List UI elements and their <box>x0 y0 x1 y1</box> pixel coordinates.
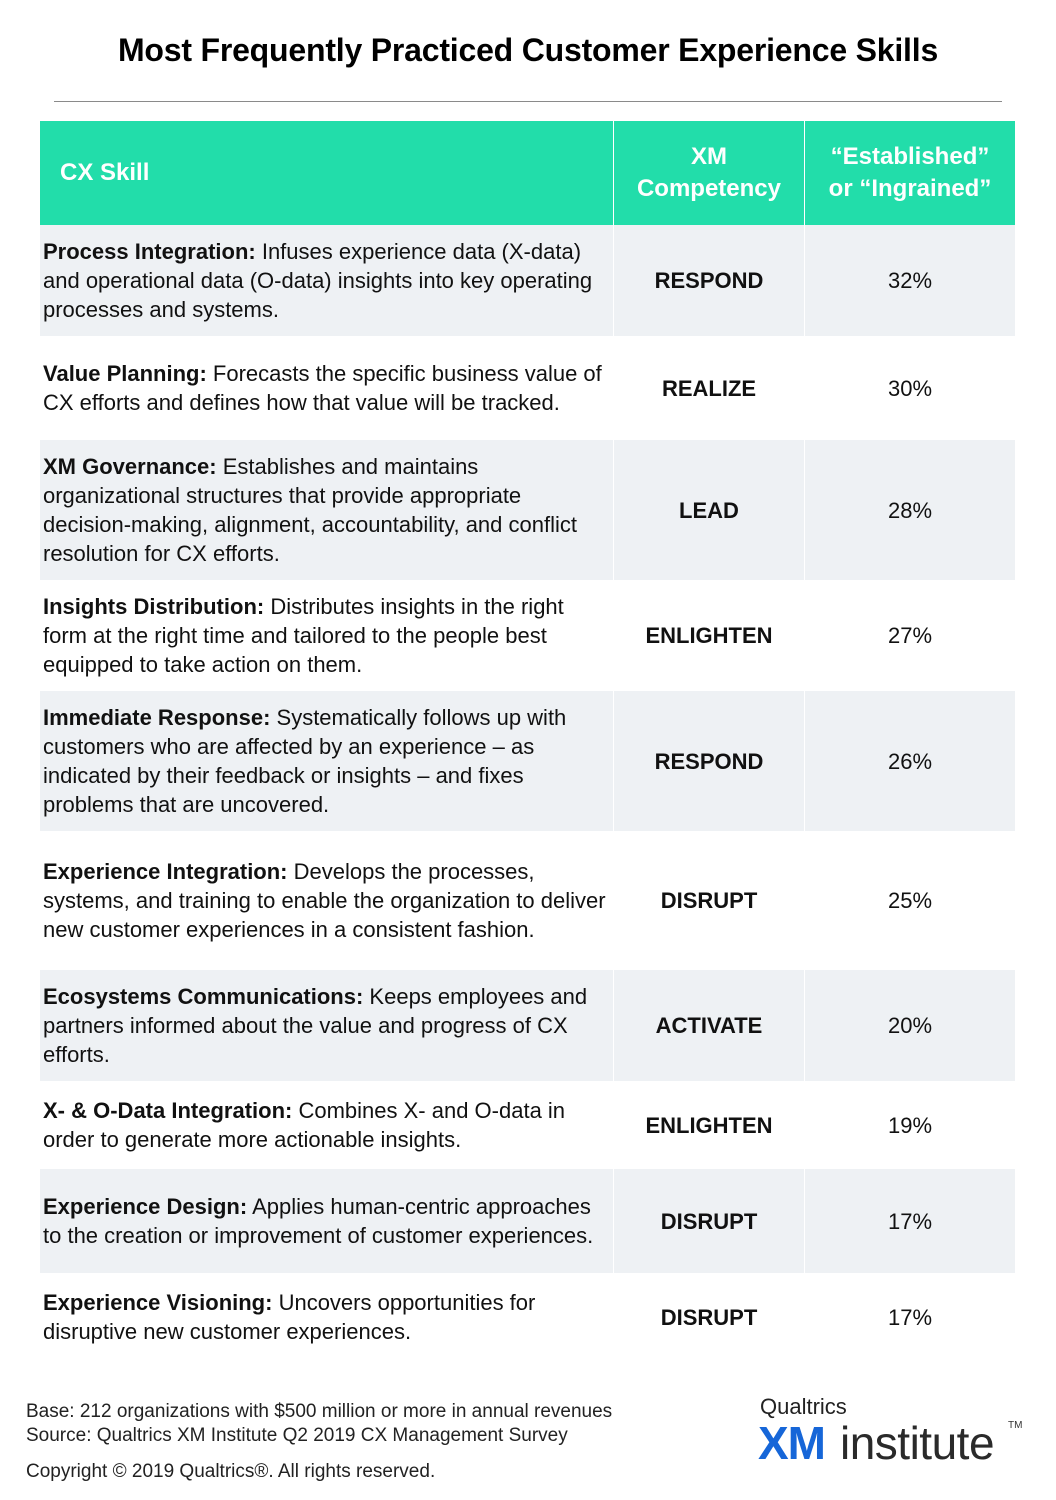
footer-copyright: Copyright © 2019 Qualtrics®. All rights … <box>26 1461 436 1482</box>
xm-institute-logo: Qualtrics XM institute TM <box>758 1392 1028 1472</box>
skill-description: Combines X- and O-data in order to gener… <box>43 1098 566 1152</box>
competency-cell: DISRUPT <box>613 831 804 970</box>
competency-cell: LEAD <box>613 440 804 580</box>
skill-cell: Value Planning: Forecasts the specific b… <box>40 336 613 440</box>
percent-cell: 32% <box>804 225 1015 336</box>
skill-description: Distributes insights in the right form a… <box>43 594 564 677</box>
competency-cell: ACTIVATE <box>613 970 804 1081</box>
skill-cell: Experience Design: Applies human-centric… <box>40 1169 613 1273</box>
competency-cell: DISRUPT <box>613 1273 804 1361</box>
title-divider <box>54 101 1002 102</box>
skill-name: Process Integration: <box>43 239 256 264</box>
table-row: Experience Visioning: Uncovers opportuni… <box>40 1273 1015 1361</box>
skill-cell: Insights Distribution: Distributes insig… <box>40 580 613 691</box>
percent-cell: 26% <box>804 691 1015 831</box>
skill-cell: X- & O-Data Integration: Combines X- and… <box>40 1081 613 1169</box>
percent-cell: 17% <box>804 1273 1015 1361</box>
logo-institute-text: institute <box>840 1417 995 1469</box>
skill-description: Systematically follows up with customers… <box>43 705 567 817</box>
table-row: X- & O-Data Integration: Combines X- and… <box>40 1081 1015 1169</box>
percent-cell: 20% <box>804 970 1015 1081</box>
skill-description: Keeps employees and partners informed ab… <box>43 984 588 1067</box>
percent-cell: 19% <box>804 1081 1015 1169</box>
table-row: Insights Distribution: Distributes insig… <box>40 580 1015 691</box>
header-cx-skill: CX Skill <box>40 121 613 225</box>
percent-cell: 17% <box>804 1169 1015 1273</box>
logo-brand-text: Qualtrics <box>760 1394 847 1419</box>
skill-name: Insights Distribution: <box>43 594 265 619</box>
skill-name: Experience Design: <box>43 1194 248 1219</box>
logo-xm-text: XM <box>758 1417 826 1469</box>
table-row: Experience Integration: Develops the pro… <box>40 831 1015 970</box>
skill-description: Infuses experience data (X-data) and ope… <box>43 239 593 322</box>
skill-name: Experience Integration: <box>43 859 288 884</box>
footer-source: Source: Qualtrics XM Institute Q2 2019 C… <box>26 1425 568 1446</box>
skill-description: Forecasts the specific business value of… <box>43 361 602 415</box>
skill-description: Establishes and maintains organizational… <box>43 454 577 566</box>
percent-cell: 28% <box>804 440 1015 580</box>
skill-name: X- & O-Data Integration: <box>43 1098 293 1123</box>
skill-description: Applies human-centric approaches to the … <box>43 1194 594 1248</box>
header-established: “Established” or “Ingrained” <box>804 121 1015 225</box>
header-xm-competency-line1: XM <box>691 143 727 170</box>
competency-cell: RESPOND <box>613 691 804 831</box>
skill-cell: Immediate Response: Systematically follo… <box>40 691 613 831</box>
skill-name: XM Governance: <box>43 454 217 479</box>
skill-cell: Ecosystems Communications: Keeps employe… <box>40 970 613 1081</box>
skill-name: Immediate Response: <box>43 705 271 730</box>
logo-trademark: TM <box>1008 1420 1023 1431</box>
skill-name: Value Planning: <box>43 361 207 386</box>
skill-cell: Experience Visioning: Uncovers opportuni… <box>40 1273 613 1361</box>
skill-cell: Experience Integration: Develops the pro… <box>40 831 613 970</box>
competency-cell: ENLIGHTEN <box>613 580 804 691</box>
competency-cell: REALIZE <box>613 336 804 440</box>
table-row: Value Planning: Forecasts the specific b… <box>40 336 1015 440</box>
skill-description: Develops the processes, systems, and tra… <box>43 859 606 942</box>
page-title: Most Frequently Practiced Customer Exper… <box>117 32 939 68</box>
percent-cell: 25% <box>804 831 1015 970</box>
table-row: Process Integration: Infuses experience … <box>40 225 1015 336</box>
percent-cell: 27% <box>804 580 1015 691</box>
table-row: XM Governance: Establishes and maintains… <box>40 440 1015 580</box>
footer-base: Base: 212 organizations with $500 millio… <box>26 1401 613 1422</box>
skill-name: Experience Visioning: <box>43 1290 273 1315</box>
header-established-line2: or “Ingrained” <box>828 175 992 202</box>
percent-cell: 30% <box>804 336 1015 440</box>
header-xm-competency: XM Competency <box>613 121 804 225</box>
competency-cell: RESPOND <box>613 225 804 336</box>
competency-cell: ENLIGHTEN <box>613 1081 804 1169</box>
skill-cell: XM Governance: Establishes and maintains… <box>40 440 613 580</box>
table-row: Ecosystems Communications: Keeps employe… <box>40 970 1015 1081</box>
header-established-line1: “Established” <box>830 143 990 170</box>
table-header-row: CX Skill XM Competency “Established” or … <box>40 121 1015 225</box>
competency-cell: DISRUPT <box>613 1169 804 1273</box>
skill-cell: Process Integration: Infuses experience … <box>40 225 613 336</box>
skill-description: Uncovers opportunities for disruptive ne… <box>43 1290 536 1344</box>
header-xm-competency-line2: Competency <box>636 175 782 202</box>
table-row: Experience Design: Applies human-centric… <box>40 1169 1015 1273</box>
skills-table: CX Skill XM Competency “Established” or … <box>40 121 1015 1361</box>
table-row: Immediate Response: Systematically follo… <box>40 691 1015 831</box>
skill-name: Ecosystems Communications: <box>43 984 364 1009</box>
